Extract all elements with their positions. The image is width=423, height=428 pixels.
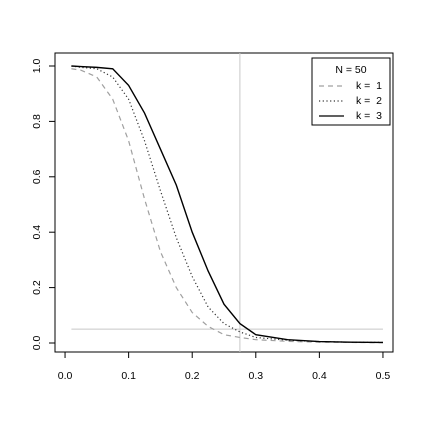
series-line [71, 68, 383, 344]
y-tick-label: 0.6 [31, 169, 43, 184]
y-tick-label: 0.8 [31, 114, 43, 129]
legend-title: N = 50 [335, 64, 366, 76]
y-tick-label: 0.2 [31, 280, 43, 295]
legend-label: k = 1 [356, 80, 382, 92]
x-tick-label: 0.5 [376, 370, 391, 382]
y-tick-label: 1.0 [31, 59, 43, 74]
x-tick-label: 0.4 [312, 370, 327, 382]
series-line [71, 65, 383, 344]
x-tick-label: 0.1 [121, 370, 136, 382]
legend-box [311, 57, 391, 126]
series-line [71, 65, 383, 344]
y-tick-label: 0.4 [31, 225, 43, 240]
legend-label: k = 2 [356, 95, 382, 107]
x-tick-label: 0.0 [58, 370, 73, 382]
x-tick-label: 0.3 [248, 370, 263, 382]
legend-label: k = 3 [356, 110, 382, 122]
y-tick-label: 0.0 [31, 336, 43, 351]
x-tick-label: 0.2 [185, 370, 200, 382]
